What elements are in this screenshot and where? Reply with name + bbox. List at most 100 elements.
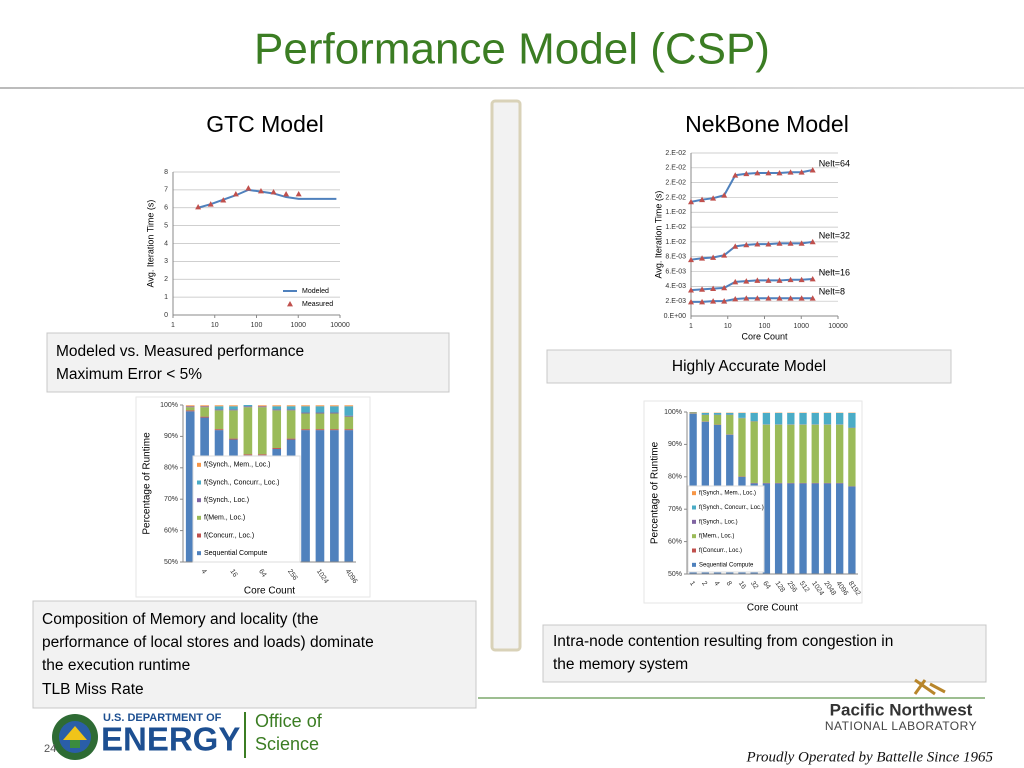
y-tick-label: 1.E-02 [665, 224, 686, 231]
bar-segment [272, 410, 282, 449]
marker [787, 276, 794, 283]
x-tick-label: 4 [712, 580, 720, 587]
marker [776, 240, 783, 246]
bar-segment [689, 412, 697, 414]
y-tick-label: 70% [668, 506, 682, 513]
bar-segment [750, 412, 758, 422]
bar-segment [811, 424, 819, 483]
marker [809, 275, 816, 282]
caption: Modeled vs. Measured performance [56, 343, 304, 360]
marker [257, 187, 264, 194]
marker [765, 241, 772, 247]
bar-segment [315, 413, 325, 430]
marker [245, 185, 252, 191]
marker [809, 238, 816, 245]
bar-segment [257, 407, 267, 455]
bar-segment [750, 421, 758, 483]
bar-segment [848, 486, 856, 574]
x-tick-label: 16 [228, 568, 238, 578]
x-tick-label: 16 [737, 580, 747, 590]
y-tick-label: 6 [164, 205, 168, 212]
marker [710, 285, 717, 291]
legend-swatch [692, 505, 696, 510]
x-tick-label: 64 [761, 580, 771, 590]
series-label: Nelt=8 [819, 287, 845, 297]
chart-frame [143, 160, 348, 332]
caption: performance of local stores and loads) d… [42, 634, 374, 651]
y-tick-label: 60% [668, 538, 682, 545]
y-tick-label: 2 [164, 276, 168, 283]
y-tick-label: 70% [164, 496, 178, 503]
bar-segment [762, 483, 771, 574]
legend-swatch [197, 480, 201, 485]
caption-box [32, 600, 477, 709]
marker [732, 278, 739, 285]
bar-segment [301, 405, 310, 407]
bar-segment [286, 438, 296, 440]
y-axis-label: Percentage of Runtime [650, 441, 661, 544]
y-tick-label: 50% [668, 571, 682, 578]
y-tick-label: 100% [664, 409, 682, 416]
bar-segment [848, 412, 856, 428]
bar-segment [286, 406, 296, 410]
bar-segment [848, 427, 856, 487]
bar-segment [738, 412, 746, 418]
marker [721, 252, 728, 258]
x-tick-label: 1 [171, 322, 175, 329]
legend-swatch [692, 548, 696, 553]
legend-label: f(Synch., Loc.) [699, 519, 738, 525]
bar-segment [836, 424, 844, 483]
x-tick-label: 1000 [793, 323, 809, 330]
office: Office of [255, 711, 323, 731]
x-tick-label: 1 [688, 580, 696, 587]
legend-swatch [197, 533, 201, 538]
bar-segment [701, 414, 709, 422]
marker [283, 190, 290, 197]
marker [754, 241, 761, 247]
y-axis-label: Percentage of Runtime [142, 432, 153, 535]
bar-segment [762, 412, 771, 425]
legend-label: f(Synch., Concurr., Loc.) [699, 505, 764, 511]
marker [798, 295, 805, 301]
y-tick-label: 8.E-03 [665, 254, 686, 261]
y-tick-label: 0.E+00 [664, 313, 686, 320]
legend-label: Measured [302, 301, 333, 308]
series-line [690, 169, 813, 203]
bar-segment [214, 405, 224, 407]
lab-name: Pacific Northwest [830, 700, 973, 719]
bar-segment [330, 405, 339, 407]
doe-top: U.S. DEPARTMENT OF [103, 712, 222, 724]
y-tick-label: 1.E-02 [665, 209, 686, 216]
bar-segment [257, 454, 267, 456]
marker [765, 277, 772, 283]
bar-segment [330, 429, 339, 431]
bar-segment [713, 414, 722, 425]
bar-segment [185, 411, 195, 562]
y-tick-label: 2.E-02 [665, 150, 686, 157]
legend-swatch [197, 515, 201, 520]
y-tick-label: 60% [164, 527, 178, 534]
bar-segment [185, 406, 195, 408]
bar-segment [200, 416, 209, 418]
x-tick-label: 4 [199, 568, 207, 575]
marker [699, 298, 706, 305]
legend-label: Modeled [302, 288, 329, 295]
bar-segment [214, 406, 224, 410]
heading: NekBone Model [685, 111, 849, 137]
marker [809, 295, 816, 301]
series-label: Nelt=32 [819, 230, 850, 240]
bar-segment [243, 407, 253, 455]
bar-segment [243, 454, 253, 456]
bar-segment [185, 410, 195, 412]
bar-segment [315, 412, 325, 414]
x-axis-label: Core Count [747, 603, 798, 614]
marker [743, 295, 750, 301]
bar-segment [811, 412, 819, 425]
bar-segment [301, 430, 310, 562]
bar-segment [200, 405, 209, 407]
legend-label: f(Synch., Loc.) [204, 497, 249, 504]
y-tick-label: 5 [164, 222, 168, 229]
y-tick-label: 2.E-02 [665, 179, 686, 186]
legend-label: f(Concurr., Loc.) [204, 532, 254, 539]
caption: Highly Accurate Model [672, 358, 826, 375]
